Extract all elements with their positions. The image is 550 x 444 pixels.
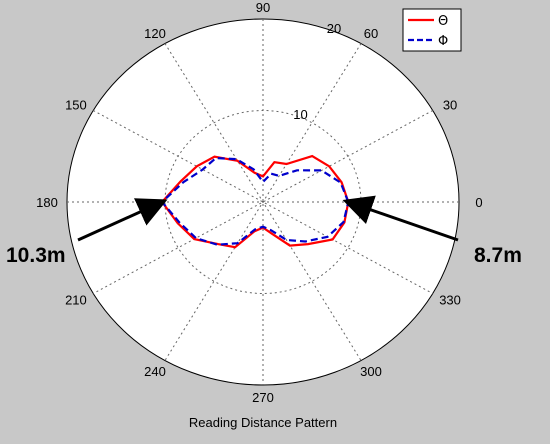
- annotations: 10.3m 8.7m: [6, 195, 522, 267]
- annotation-arrow: [77, 198, 168, 242]
- angle-tick-labels: 0 30 60 90 120 150 180 210 240 270 300 330: [36, 0, 482, 405]
- annotation-arrow: [342, 195, 459, 242]
- annotation-label: 8.7m: [474, 244, 522, 267]
- angle-tick-label: 300: [360, 364, 382, 379]
- legend-label: Φ: [438, 34, 448, 49]
- legend-box: [402, 8, 462, 52]
- annotation-label: 10.3m: [6, 244, 66, 267]
- legend: ΘΦ: [402, 8, 462, 52]
- angle-tick-label: 0: [475, 195, 482, 210]
- radial-tick-labels: 10 20: [293, 21, 341, 122]
- grid-spoke: [164, 43, 362, 361]
- angle-tick-label: 150: [65, 98, 87, 113]
- grid-spoke: [93, 110, 433, 294]
- angle-tick-label: 210: [65, 293, 87, 308]
- polar-grid: [66, 18, 460, 386]
- radial-tick-label: 20: [327, 21, 341, 36]
- angle-tick-label: 30: [443, 98, 457, 113]
- angle-tick-label: 90: [256, 0, 270, 15]
- angle-tick-label: 240: [144, 364, 166, 379]
- angle-tick-label: 60: [364, 26, 378, 41]
- radial-tick-label: 10: [293, 107, 307, 122]
- angle-tick-label: 330: [439, 293, 461, 308]
- x-axis-label: Reading Distance Pattern: [189, 415, 337, 430]
- angle-tick-label: 120: [144, 26, 166, 41]
- grid-spoke: [93, 110, 433, 294]
- angle-tick-label: 270: [252, 390, 274, 405]
- angle-tick-label: 180: [36, 195, 58, 210]
- legend-label: Θ: [438, 14, 448, 29]
